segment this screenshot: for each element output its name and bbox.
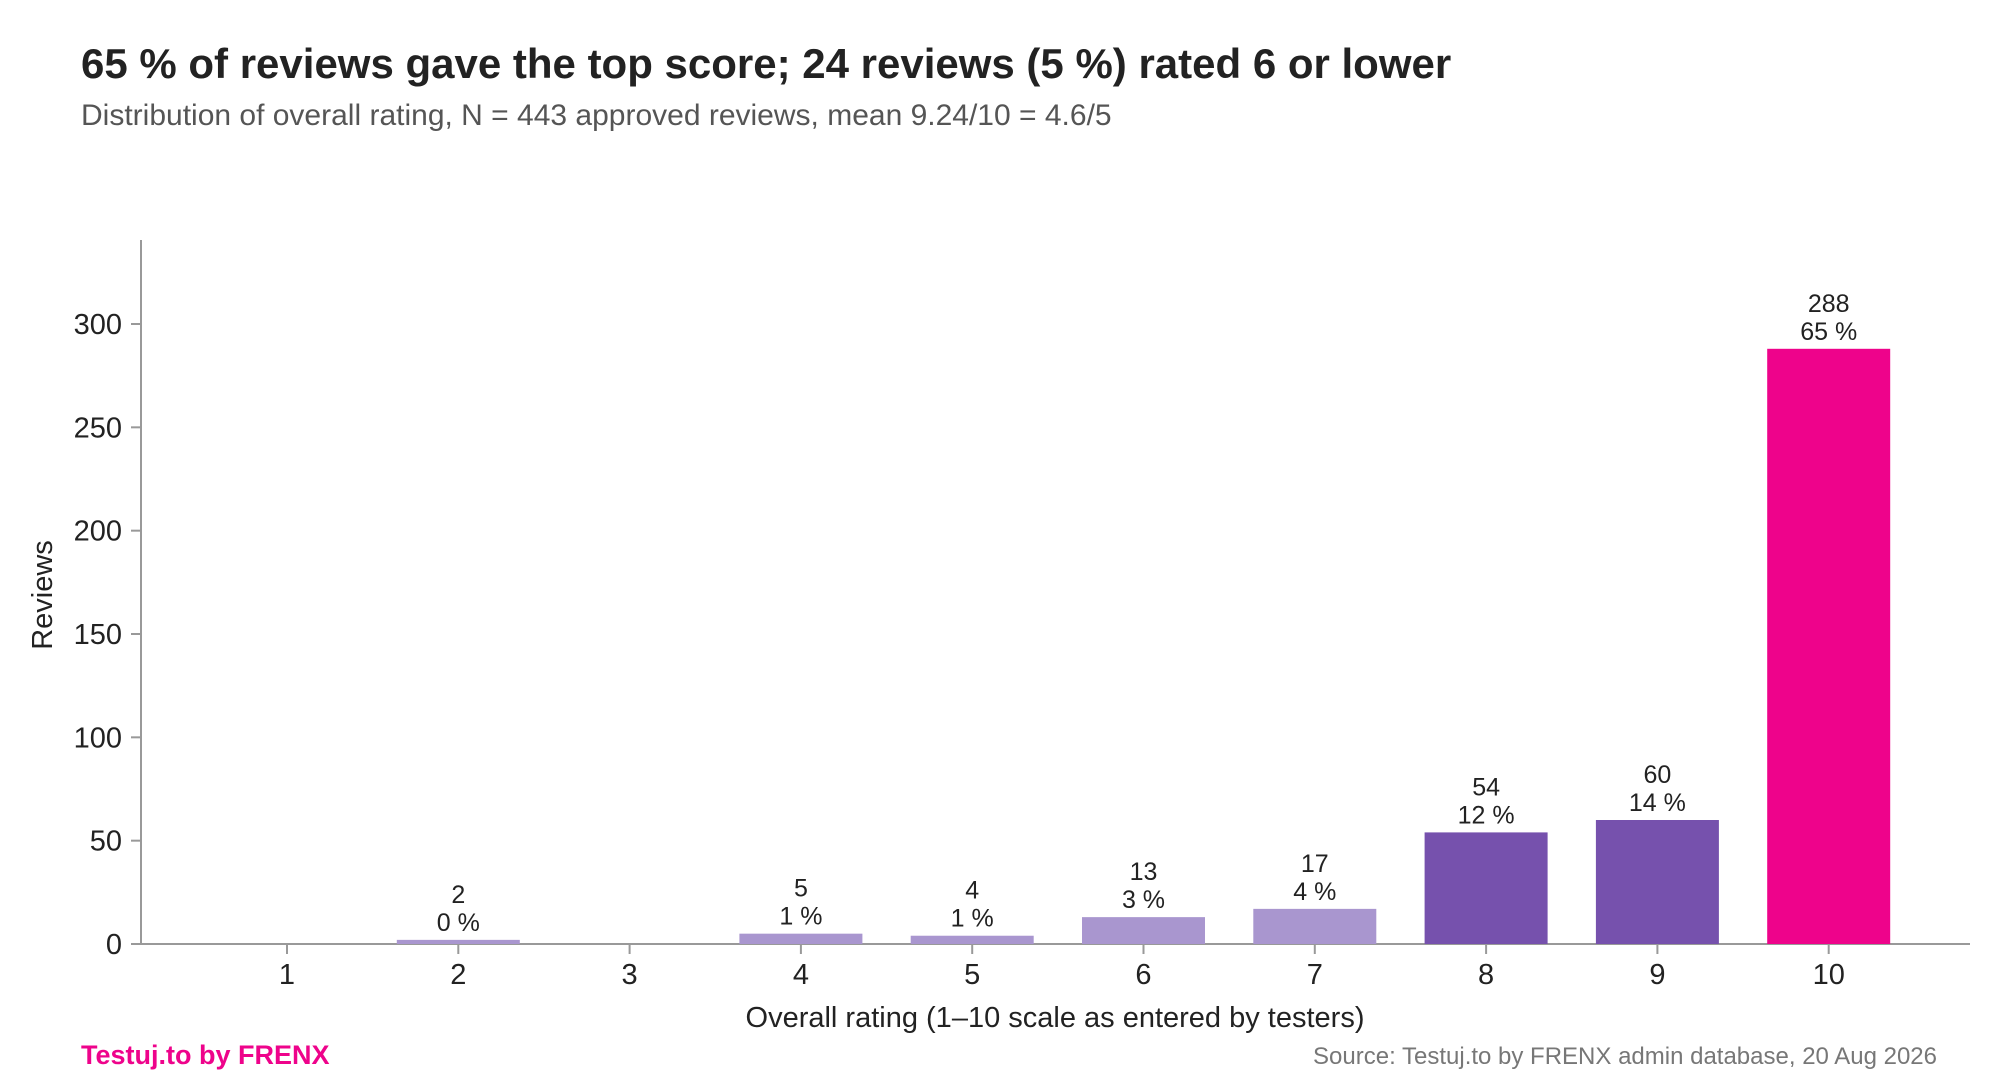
y-axis-label: Reviews: [27, 540, 59, 650]
x-tick-label: 2: [450, 959, 466, 991]
bar-rating-2: [397, 940, 520, 944]
bar-percent-label: 65 %: [1800, 318, 1857, 346]
x-tick-label: 8: [1478, 959, 1494, 991]
y-axis-ticks: 0 50 100 150 200 250 300: [74, 309, 141, 961]
y-tick-label: 250: [74, 412, 122, 444]
bar-count-label: 5: [794, 875, 808, 903]
x-axis-label: Overall rating (1–10 scale as entered by…: [746, 1002, 1365, 1034]
x-tick-label: 1: [279, 959, 295, 991]
y-tick-label: 150: [74, 619, 122, 651]
bar-count-label: 60: [1643, 761, 1671, 789]
y-tick-label: 50: [90, 826, 122, 858]
bar-count-label: 4: [965, 877, 979, 905]
bar-count-label: 54: [1472, 773, 1500, 801]
bar-rating-9: [1596, 820, 1719, 944]
bar-count-label: 13: [1130, 858, 1158, 886]
x-tick-label: 7: [1307, 959, 1323, 991]
x-tick-label: 9: [1649, 959, 1665, 991]
bar-percent-label: 12 %: [1458, 801, 1515, 829]
x-tick-label: 6: [1135, 959, 1151, 991]
x-axis-ticks: 1 2 3 4 5 6 7 8 9 10: [279, 944, 1845, 991]
bar-percent-label: 3 %: [1122, 886, 1165, 914]
bar-percent-label: 1 %: [779, 903, 822, 931]
y-tick-label: 200: [74, 516, 122, 548]
bar-count-label: 17: [1301, 850, 1329, 878]
bar-rating-5: [911, 936, 1034, 944]
y-tick-label: 300: [74, 309, 122, 341]
bar-rating-4: [739, 934, 862, 944]
bar-count-label: 2: [451, 881, 465, 909]
bar-percent-label: 14 %: [1629, 789, 1686, 817]
bar-percent-label: 4 %: [1293, 878, 1336, 906]
bar-rating-8: [1425, 832, 1548, 944]
x-tick-label: 3: [622, 959, 638, 991]
brand-label: Testuj.to by FRENX: [81, 1040, 330, 1071]
bar-count-label: 288: [1808, 290, 1850, 318]
x-tick-label: 4: [793, 959, 809, 991]
x-tick-label: 10: [1813, 959, 1845, 991]
bar-rating-7: [1253, 909, 1376, 944]
bar-percent-label: 0 %: [437, 909, 480, 937]
y-tick-label: 100: [74, 722, 122, 754]
bar-rating-6: [1082, 917, 1205, 944]
bar-rating-10: [1767, 349, 1890, 944]
y-tick-label: 0: [106, 929, 122, 961]
source-note: Source: Testuj.to by FRENX admin databas…: [1313, 1043, 1937, 1071]
bar-percent-label: 1 %: [951, 905, 994, 933]
x-tick-label: 5: [964, 959, 980, 991]
